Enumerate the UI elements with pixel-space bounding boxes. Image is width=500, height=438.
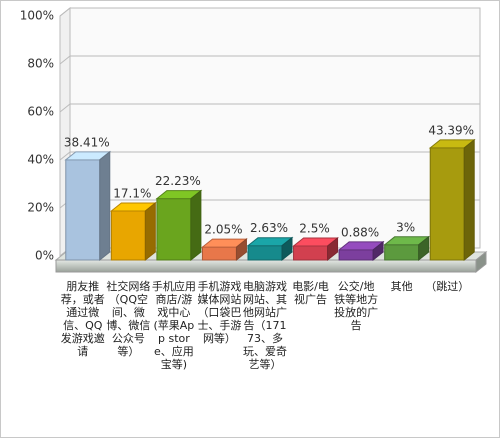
- bar-side: [235, 238, 247, 262]
- bar: [65, 159, 101, 261]
- bar-side: [144, 201, 156, 262]
- y-tick-label: 60%: [27, 105, 54, 119]
- x-tick-label: 公交/地铁等地方投放的广告: [334, 280, 379, 332]
- bar: [110, 210, 146, 261]
- value-label: 2.5%: [299, 222, 330, 236]
- value-label: 0.88%: [341, 225, 379, 239]
- x-tick-label: 朋友推荐，或者通过微信、QQ发游戏邀请: [60, 280, 105, 358]
- grid-line: [59, 103, 480, 113]
- value-label: 2.05%: [204, 223, 242, 237]
- floor-front: [55, 259, 477, 273]
- y-tick-label: 0%: [35, 249, 54, 263]
- bar-side: [327, 236, 339, 262]
- x-tick-label: 社交网络（QQ空间、微博、微信公众号等）: [106, 280, 151, 358]
- value-label: 38.41%: [64, 135, 110, 149]
- bar-side: [418, 235, 430, 262]
- bar: [156, 198, 192, 261]
- bar: [293, 245, 329, 261]
- y-tick-label: 20%: [27, 201, 54, 215]
- x-tick-label: （跳过）: [425, 280, 470, 293]
- bar: [384, 244, 420, 261]
- bar: [201, 246, 237, 261]
- x-tick-label: 手机应用商店/游戏中心(苹果App store、应用宝等): [151, 280, 196, 371]
- value-label: 43.39%: [428, 123, 474, 137]
- x-tick-label: 电影/电视广告: [292, 280, 329, 306]
- bar-side: [372, 240, 384, 262]
- grid-line: [59, 55, 480, 65]
- bar: [429, 147, 465, 261]
- x-tick-label: 手机游戏媒体网站（口袋巴士、手游网等）: [197, 280, 242, 345]
- bar-side: [99, 150, 111, 262]
- floor-side: [475, 250, 487, 274]
- y-tick-label: 80%: [27, 57, 54, 71]
- y-tick-label: 40%: [27, 153, 54, 167]
- x-tick-label: 电脑游戏网站、其他网站广告（17173、多玩、爱奇艺等）: [243, 280, 287, 371]
- value-label: 22.23%: [155, 174, 201, 188]
- bar-side: [463, 138, 475, 262]
- value-label: 3%: [396, 220, 415, 234]
- grid-line: [59, 151, 480, 161]
- x-tick-label: 其他: [390, 280, 413, 293]
- bar: [247, 245, 283, 261]
- grid-line: [59, 7, 480, 17]
- bar-side: [190, 189, 202, 262]
- y-tick-label: 100%: [20, 9, 54, 23]
- value-label: 2.63%: [250, 221, 288, 235]
- bar-side: [281, 236, 293, 262]
- bar: [338, 249, 374, 261]
- value-label: 17.1%: [113, 186, 151, 200]
